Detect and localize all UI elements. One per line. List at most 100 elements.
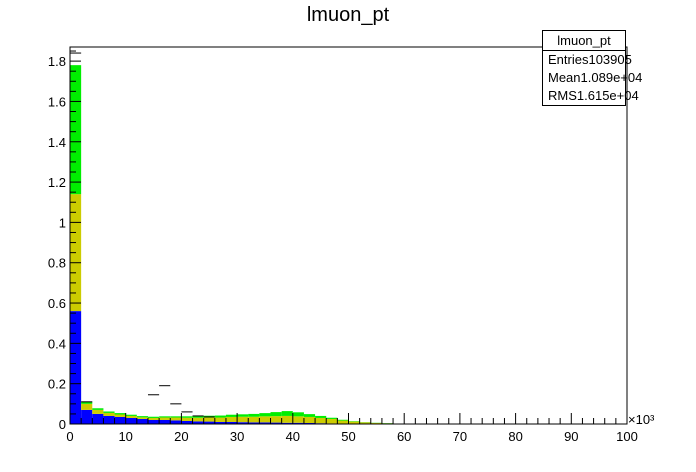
bar-series1-bin-15 [237,422,249,424]
y-tick-label: 0.2 [48,377,66,392]
bar-series3-bin-23 [326,417,338,419]
x-tick-label: 20 [174,429,188,444]
bar-series2-bin-3 [103,412,115,416]
bar-series3-bin-5 [125,414,137,416]
bar-series3-bin-11 [192,416,204,418]
bar-series2-bin-11 [192,417,204,422]
stats-row-mean: Mean 1.089e+04 [543,69,642,87]
stats-entries-label: Entries [548,52,589,67]
bar-series1-bin-11 [192,421,204,424]
bar-series2-bin-24 [337,420,349,424]
bar-series1-bin-17 [259,422,271,424]
bar-series1-bin-19 [281,422,293,424]
x-tick-label: 40 [286,429,300,444]
stats-rms-value: 1.615e+04 [576,88,639,103]
bar-series3-bin-15 [237,414,249,417]
bar-series2-bin-12 [203,417,215,422]
bar-series2-bin-21 [303,416,316,423]
x-tick-label: 10 [118,429,132,444]
bar-series1-bin-6 [136,418,148,424]
bar-series3-bin-10 [181,416,193,418]
bar-series2-bin-13 [214,417,226,422]
bar-series1-bin-12 [203,421,215,424]
stats-box: lmuon_pt Entries 103905 Mean 1.089e+04 R… [542,30,642,106]
stats-mean-label: Mean [548,70,581,85]
bar-series1-bin-9 [170,420,182,424]
x-tick-label: 100 [616,429,638,444]
bar-series1-bin-16 [248,422,260,424]
stats-row-entries: Entries 103905 [543,51,632,69]
bar-series2-bin-4 [114,414,126,417]
bar-series3-bin-17 [259,413,271,417]
histogram-bars [70,65,416,424]
bar-series3-bin-24 [337,419,349,421]
stats-title: lmuon_pt [543,31,625,51]
bar-series1-bin-4 [114,416,126,424]
data-markers [70,52,215,418]
x-tick-label: 80 [508,429,522,444]
bar-series2-bin-22 [315,417,327,424]
x-tick-label: 50 [341,429,355,444]
y-tick-label: 1 [59,215,66,230]
bar-series1-bin-10 [181,420,193,424]
bar-series3-bin-13 [214,415,226,418]
stats-mean-value: 1.089e+04 [580,70,643,85]
bar-series2-bin-26 [359,422,371,424]
x-tick-label: 90 [564,429,578,444]
bar-series2-bin-27 [370,422,382,424]
bar-series1-bin-8 [159,419,171,424]
bar-series2-bin-9 [170,417,182,421]
bar-series3-bin-7 [147,416,160,418]
bar-series1-bin-14 [225,421,238,424]
bar-series3-bin-1 [81,401,93,404]
bar-series1-bin-1 [81,409,93,424]
bar-series2-bin-15 [237,416,249,423]
bar-series2-bin-14 [225,416,238,422]
bar-series3-bin-18 [270,412,282,417]
bar-series3-bin-3 [103,411,115,413]
bar-series1-bin-21 [303,422,316,424]
bar-series1-bin-3 [103,415,115,424]
bar-series1-bin-5 [125,417,137,424]
x-axis-ticks: 0 10 20 30 40 50 60 70 80 90 100 [66,413,638,444]
bar-series1-bin-20 [292,422,304,424]
bar-series3-bin-4 [114,413,126,415]
bar-series2-bin-23 [326,418,338,424]
y-axis-ticks: 0 0.2 0.4 0.6 0.8 1 1.2 1.4 1.6 1.8 [48,50,81,432]
stats-entries-value: 103905 [588,52,632,67]
bar-series1-bin-18 [270,422,282,424]
y-tick-label: 1.2 [48,175,66,190]
y-tick-label: 0 [59,417,66,432]
bar-series3-bin-19 [281,411,293,416]
bar-series3-bin-16 [248,413,260,417]
bar-series3-bin-14 [225,414,238,417]
bar-series1-bin-7 [147,419,160,424]
bar-series2-bin-18 [270,416,282,423]
bar-series2-bin-20 [292,416,304,423]
y-tick-label: 0.4 [48,336,66,351]
bar-series1-bin-0 [70,311,82,424]
bar-series3-bin-0 [70,65,82,195]
bar-series3-bin-6 [136,416,148,418]
bar-series2-bin-1 [81,403,93,410]
chart-title: lmuon_pt [306,4,390,26]
y-tick-label: 1.6 [48,94,66,109]
y-tick-label: 1.8 [48,54,66,69]
bar-series1-bin-13 [214,421,226,424]
x-tick-label: 60 [397,429,411,444]
bar-series1-bin-2 [92,413,104,424]
y-tick-label: 0.6 [48,296,66,311]
y-tick-label: 1.4 [48,135,66,150]
bar-series2-bin-16 [248,416,260,423]
bar-series2-bin-17 [259,416,271,423]
bar-series3-bin-2 [92,408,104,410]
stats-row-rms: RMS 1.615e+04 [543,87,639,105]
bar-series2-bin-2 [92,409,104,414]
x-tick-label: 30 [230,429,244,444]
bar-series3-bin-9 [170,416,182,418]
x-tick-label: 70 [453,429,467,444]
x-tick-label: 0 [66,429,73,444]
bar-series2-bin-10 [181,417,193,421]
bar-series3-bin-8 [159,416,171,418]
